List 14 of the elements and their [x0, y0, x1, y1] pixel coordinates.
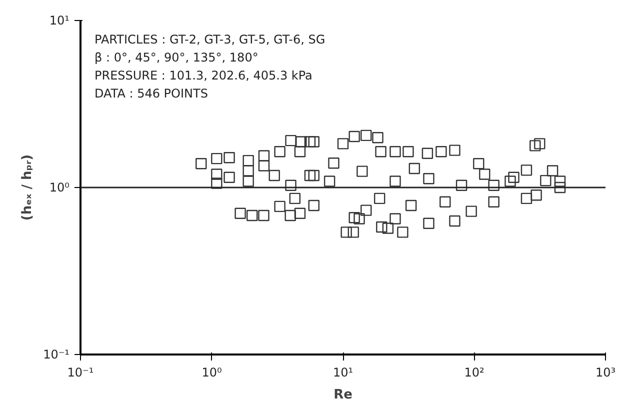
x-tick-label: 10²	[464, 366, 484, 380]
x-tick-label: 10¹	[332, 366, 354, 380]
x-axis-title: Re	[334, 388, 353, 402]
x-tick-label: 10⁰	[202, 366, 222, 380]
y-tick-label: 10⁻¹	[43, 348, 70, 362]
y-tick-label: 10⁰	[49, 180, 70, 194]
x-tick-label: 10³	[595, 366, 616, 380]
annotation: DATA : 546 POINTS	[94, 86, 208, 100]
annotation: PRESSURE : 101.3, 202.6, 405.3 kPa	[94, 68, 312, 82]
y-axis-title: (hₑₓ / hₚᵣ)	[20, 154, 36, 221]
annotation: PARTICLES : GT-2, GT-3, GT-5, GT-6, SG	[94, 32, 326, 46]
annotation: β : 0°, 45°, 90°, 135°, 180°	[94, 50, 258, 64]
x-tick-label: 10⁻¹	[67, 366, 94, 380]
y-tick-label: 10¹	[49, 14, 70, 28]
